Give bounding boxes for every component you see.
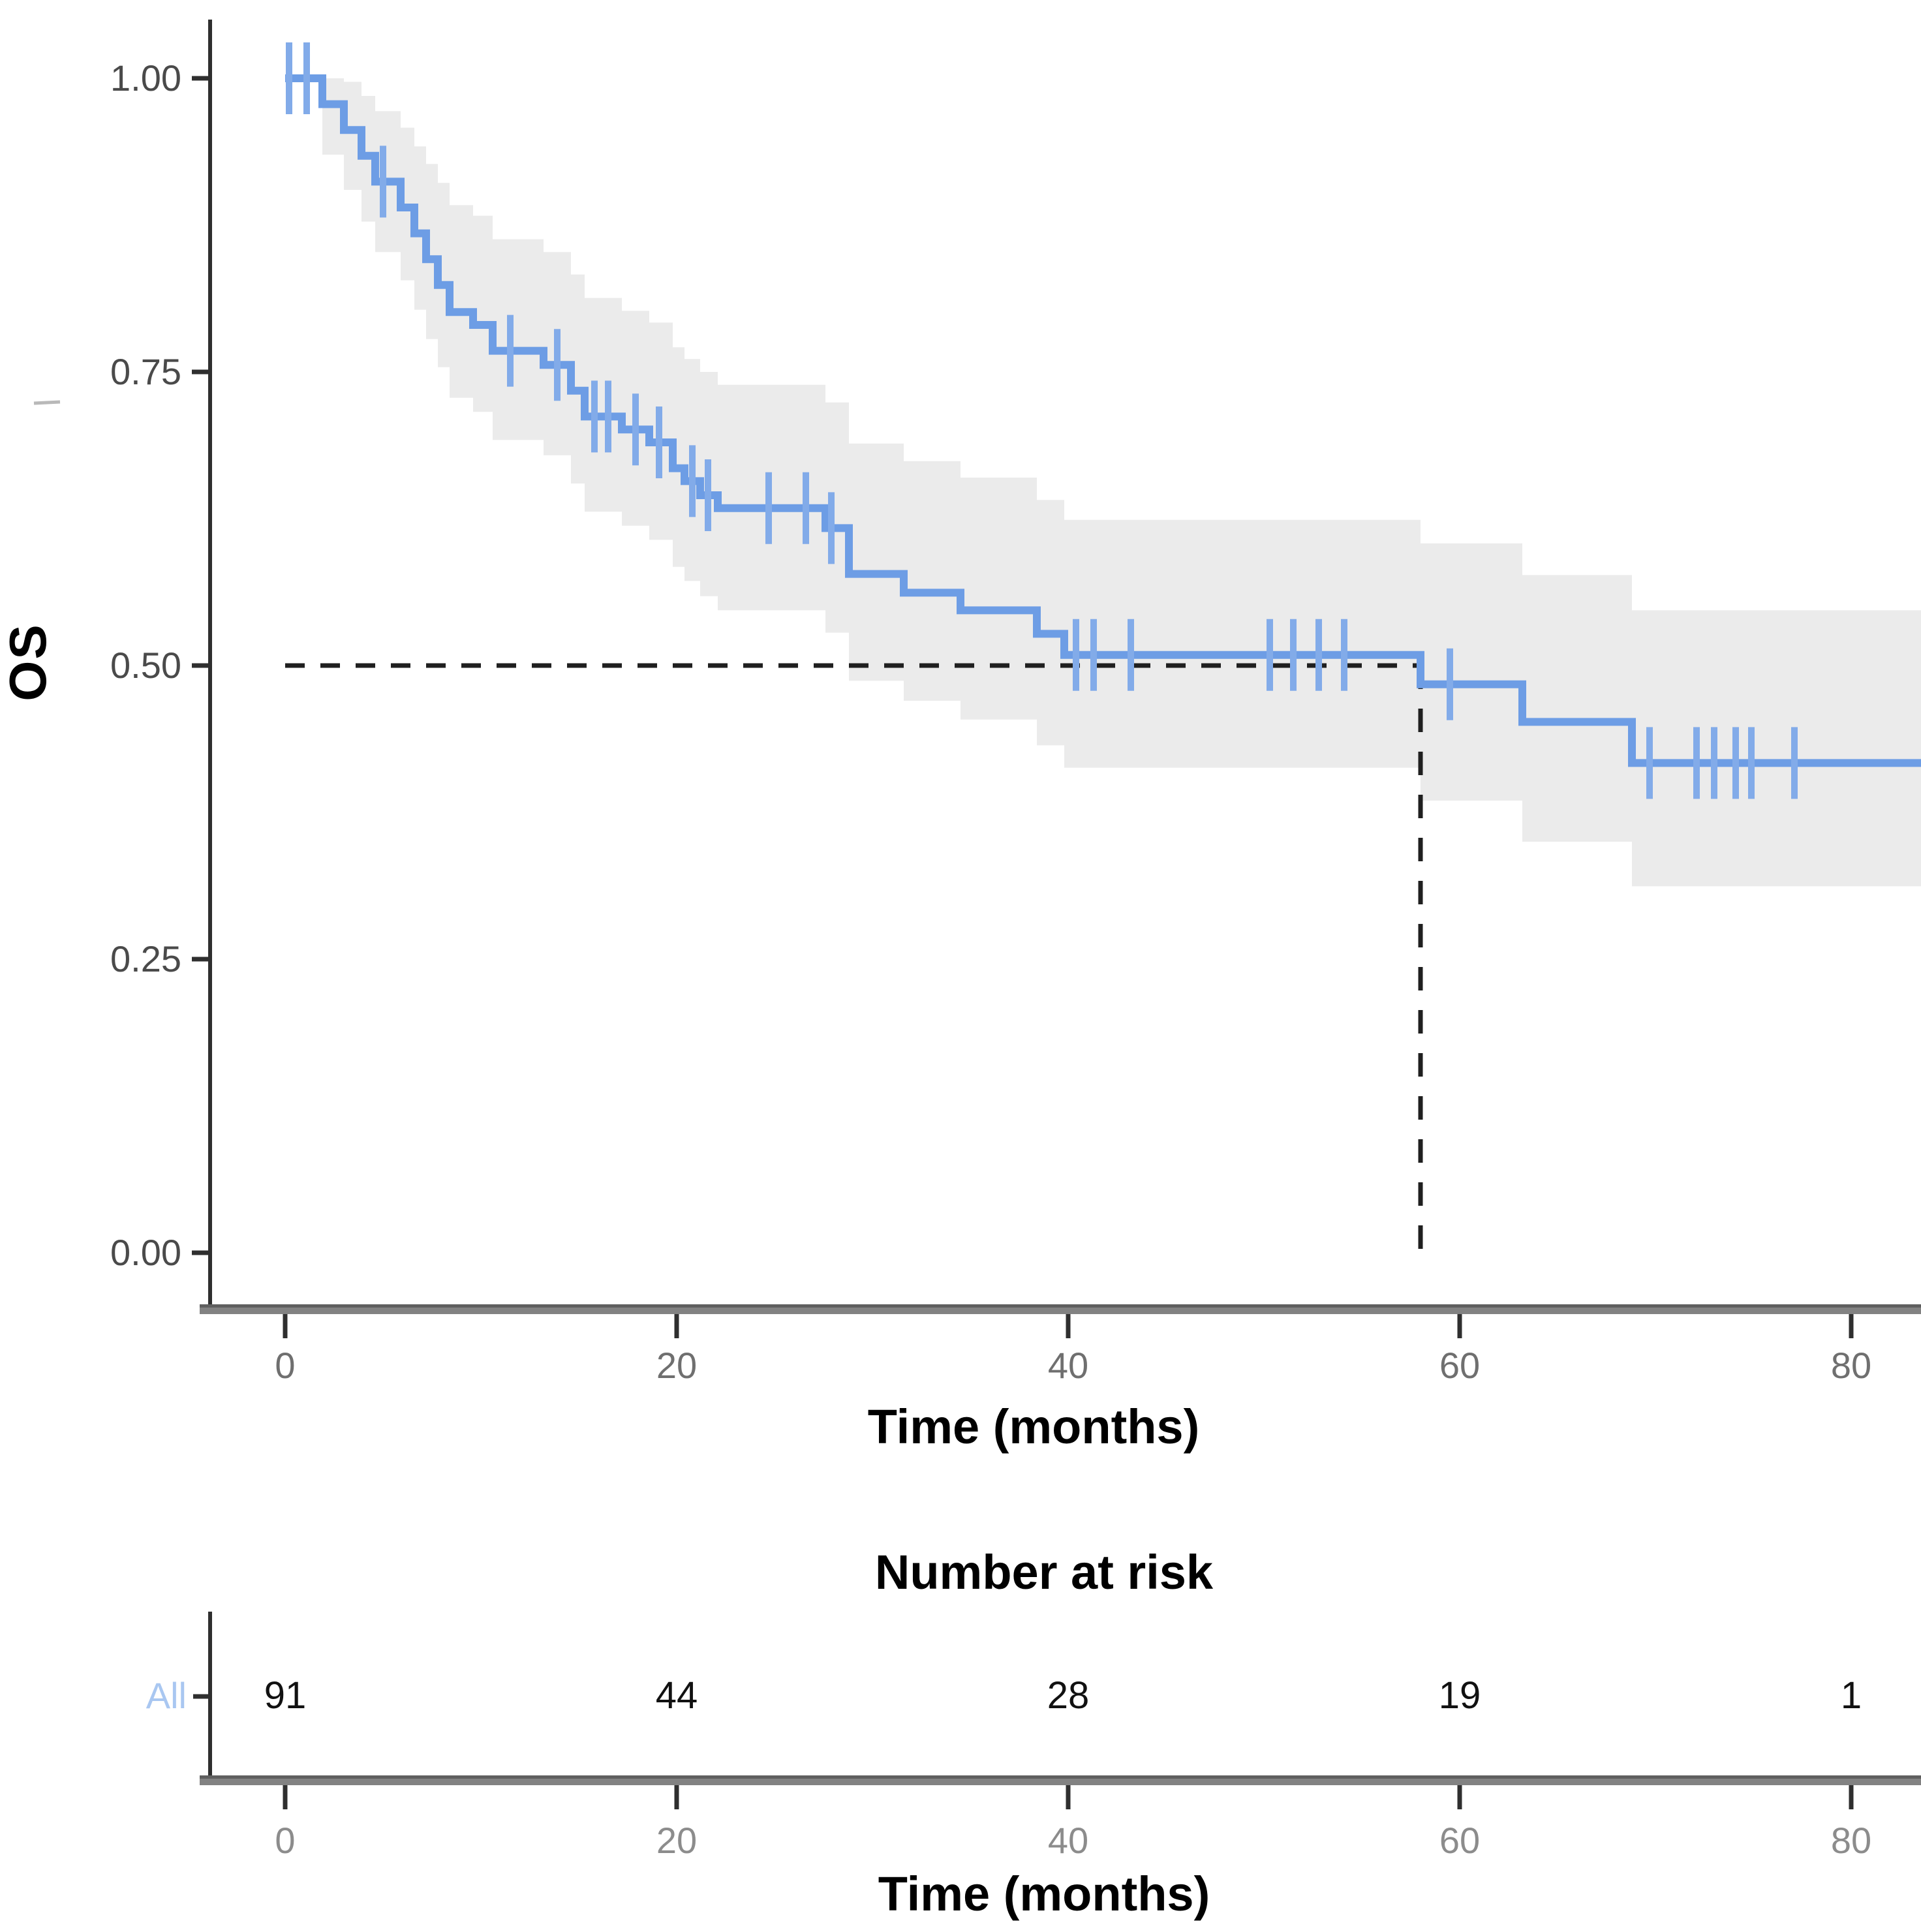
survival-curve — [285, 74, 1921, 767]
y-tick-label: 0.50 — [110, 645, 181, 686]
axes-layer: 1.00 0.75 0.50 0.25 0.00 0 20 40 60 80 — [110, 20, 1921, 1386]
x-tick-label: 80 — [1831, 1345, 1871, 1386]
y-axis-title: OS — [0, 623, 57, 701]
risk-row-label: All — [146, 1675, 187, 1716]
risk-x-tick-label: 60 — [1439, 1820, 1480, 1861]
y-tick-label: 0.00 — [110, 1232, 181, 1273]
risk-axis-line-top — [200, 1775, 1921, 1779]
y-tick-label: 1.00 — [110, 57, 181, 99]
x-axis-title-main: Time (months) — [868, 1400, 1199, 1454]
x-axis-line — [200, 1308, 1921, 1314]
survival-curve-layer — [285, 74, 1921, 767]
risk-x-tick-label: 0 — [275, 1820, 295, 1861]
risk-count: 44 — [656, 1674, 698, 1717]
y-tick-label: 0.25 — [110, 938, 181, 979]
risk-count: 91 — [264, 1674, 307, 1717]
x-tick-label: 20 — [656, 1345, 697, 1386]
risk-count: 1 — [1841, 1674, 1862, 1717]
x-tick-label: 0 — [275, 1345, 295, 1386]
risk-count: 19 — [1439, 1674, 1481, 1717]
risk-x-tick-label: 20 — [656, 1820, 697, 1861]
risk-count: 28 — [1047, 1674, 1090, 1717]
median-dashed-layer — [285, 663, 1423, 1253]
risk-x-tick-label: 40 — [1048, 1820, 1088, 1861]
y-tick-label: 0.75 — [110, 351, 181, 392]
risk-axis-line — [200, 1779, 1921, 1785]
scan-artifact-dash — [33, 400, 61, 405]
censor-marks-layer — [286, 42, 1798, 799]
risk-table-layer: 91 0 44 20 28 40 19 60 1 80 — [193, 1612, 1921, 1861]
x-tick-label: 40 — [1048, 1345, 1088, 1386]
x-tick-label: 60 — [1439, 1345, 1480, 1386]
risk-table-title: Number at risk — [875, 1545, 1214, 1599]
risk-x-tick-label: 80 — [1831, 1820, 1871, 1861]
x-axis-line-top — [200, 1304, 1921, 1308]
x-axis-title-bottom: Time (months) — [878, 1867, 1210, 1921]
